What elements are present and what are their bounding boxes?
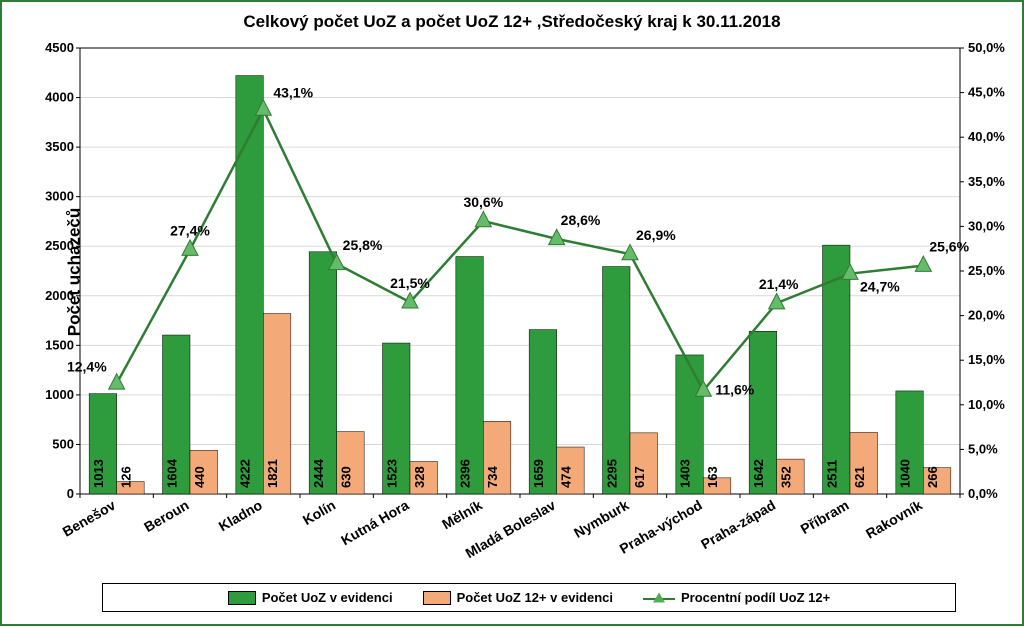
category-label: Praha-východ: [617, 497, 705, 557]
bar-value-label: 163: [705, 466, 720, 488]
category-label: Příbram: [798, 497, 852, 537]
bar-value-label: 2511: [824, 460, 839, 488]
legend: Počet UoZ v evidenci Počet UoZ 12+ v evid…: [102, 583, 956, 612]
chart-container: Celkový počet UoZ a počet UoZ 12+ ,Střed…: [0, 0, 1024, 626]
pct-marker: [915, 256, 931, 271]
pct-label: 30,6%: [463, 194, 503, 210]
category-label: Mělník: [439, 497, 485, 533]
legend-label: Procentní podíl UoZ 12+: [681, 590, 830, 605]
category-label: Nymburk: [571, 497, 632, 541]
bar-value-label: 1642: [751, 459, 766, 488]
category-label: Praha-západ: [698, 497, 778, 552]
pct-label: 21,5%: [390, 275, 430, 291]
legend-item: Počet UoZ v evidenci: [228, 590, 393, 605]
bar-value-label: 4222: [238, 459, 253, 488]
svg-text:20,0%: 20,0%: [968, 308, 1005, 323]
bar-value-label: 1040: [898, 459, 913, 488]
pct-label: 27,4%: [170, 223, 210, 239]
svg-text:0: 0: [67, 486, 74, 501]
bar-value-label: 1604: [164, 458, 179, 488]
svg-text:30,0%: 30,0%: [968, 218, 1005, 233]
bar-value-label: 1659: [531, 459, 546, 488]
bar-value-label: 328: [412, 466, 427, 488]
bar-value-label: 2444: [311, 458, 326, 488]
pct-label: 43,1%: [273, 85, 313, 101]
category-label: Benešov: [60, 497, 119, 540]
svg-text:5,0%: 5,0%: [968, 441, 998, 456]
svg-text:35,0%: 35,0%: [968, 174, 1005, 189]
bar-value-label: 440: [192, 466, 207, 488]
svg-text:3000: 3000: [45, 189, 74, 204]
svg-text:2000: 2000: [45, 288, 74, 303]
category-label: Beroun: [141, 497, 191, 535]
bar-value-label: 266: [925, 466, 940, 488]
bar-value-label: 1403: [678, 459, 693, 488]
legend-label: Počet UoZ v evidenci: [262, 590, 393, 605]
svg-text:2500: 2500: [45, 238, 74, 253]
svg-text:10,0%: 10,0%: [968, 397, 1005, 412]
bar-value-label: 621: [852, 466, 867, 488]
bar-value-label: 474: [558, 466, 573, 488]
pct-label: 25,8%: [343, 237, 383, 253]
svg-text:1500: 1500: [45, 337, 74, 352]
bar-series1: [456, 257, 484, 494]
bar-series1: [309, 252, 337, 494]
pct-marker: [182, 240, 198, 255]
category-label: Kolín: [300, 497, 338, 528]
bar-value-label: 2295: [604, 459, 619, 488]
pct-label: 11,6%: [715, 382, 754, 398]
pct-label: 26,9%: [636, 227, 676, 243]
pct-label: 24,7%: [860, 279, 900, 295]
legend-swatch: [423, 591, 451, 605]
pct-label: 12,4%: [67, 358, 107, 374]
pct-label: 21,4%: [759, 276, 799, 292]
legend-item: Procentní podíl UoZ 12+: [643, 590, 830, 605]
legend-swatch: [228, 591, 256, 605]
bar-value-label: 734: [485, 466, 500, 488]
svg-text:45,0%: 45,0%: [968, 85, 1005, 100]
svg-text:4500: 4500: [45, 40, 74, 55]
legend-label: Počet UoZ 12+ v evidenci: [457, 590, 613, 605]
svg-text:25,0%: 25,0%: [968, 263, 1005, 278]
svg-text:40,0%: 40,0%: [968, 129, 1005, 144]
bar-value-label: 1821: [265, 459, 280, 488]
chart-svg: 0 500 1000 1500 2000 2500 3000 3500 4000 4500 0,0%…: [2, 2, 1024, 628]
svg-text:500: 500: [52, 436, 74, 451]
category-label: Kutná Hora: [338, 497, 412, 549]
bar-value-label: 630: [338, 466, 353, 488]
pct-label: 25,6%: [929, 239, 969, 255]
category-label: Kladno: [216, 497, 265, 535]
bar-value-label: 2396: [458, 459, 473, 488]
legend-line-marker: [643, 597, 675, 599]
svg-text:1000: 1000: [45, 387, 74, 402]
legend-item: Počet UoZ 12+ v evidenci: [423, 590, 613, 605]
svg-text:0,0%: 0,0%: [968, 486, 998, 501]
bar-value-label: 126: [118, 466, 133, 488]
svg-text:15,0%: 15,0%: [968, 352, 1005, 367]
svg-text:4000: 4000: [45, 90, 74, 105]
svg-text:3500: 3500: [45, 139, 74, 154]
bar-value-label: 617: [632, 466, 647, 488]
pct-marker: [475, 211, 491, 226]
pct-marker: [109, 374, 125, 389]
bar-value-label: 1013: [91, 459, 106, 488]
svg-text:50,0%: 50,0%: [968, 40, 1005, 55]
category-label: Rakovník: [863, 497, 925, 542]
pct-label: 28,6%: [561, 212, 601, 228]
bar-value-label: 352: [778, 466, 793, 488]
bar-value-label: 1523: [384, 459, 399, 488]
